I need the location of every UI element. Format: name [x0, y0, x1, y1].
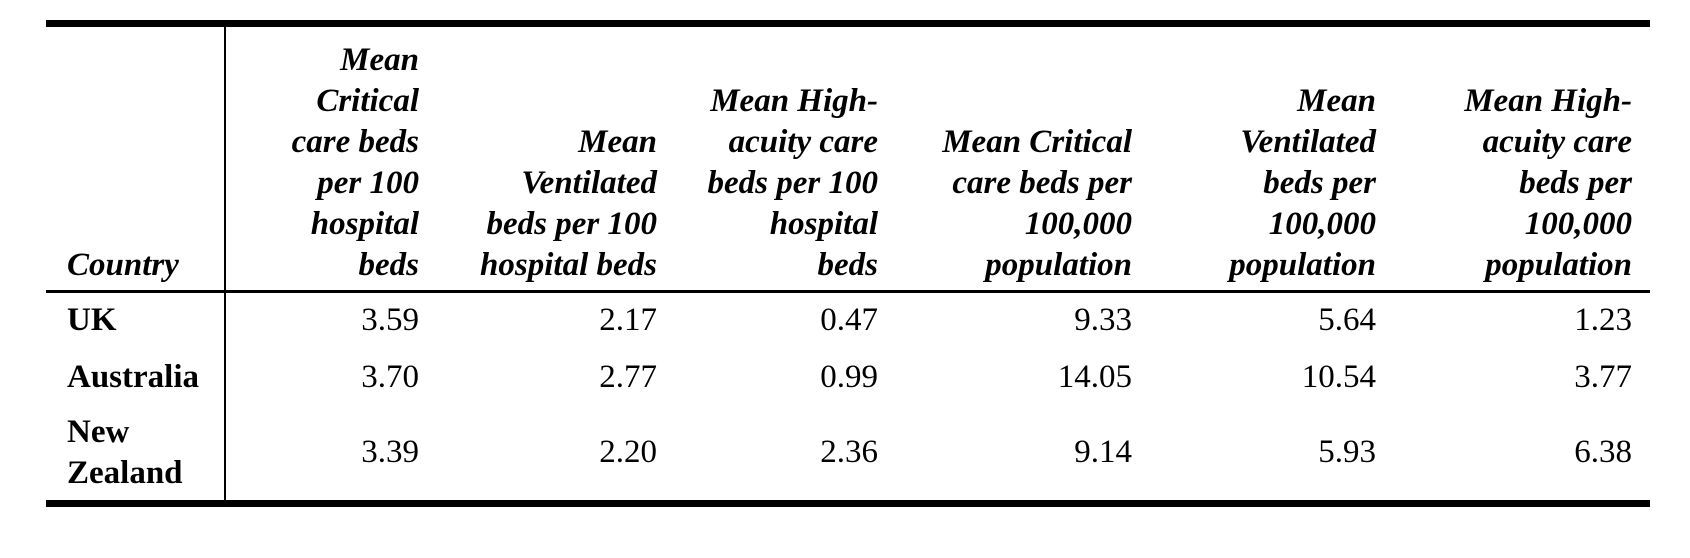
cell-nz-critical-per-100000-pop: 9.14 — [1074, 434, 1132, 471]
column-header-critical-per-100-beds: Mean Critical care beds per 100 hospital… — [225, 23, 437, 293]
table-row-new-zealand: New Zealand 3.39 2.20 2.36 9.14 5.93 6.3… — [46, 405, 1650, 504]
row-label-new-zealand: New Zealand — [46, 405, 226, 504]
cell-australia-ventilated-per-100000-pop: 10.54 — [1301, 358, 1376, 395]
cell-uk-critical-per-100000-pop: 9.33 — [1074, 302, 1132, 339]
cell-uk-ventilated-per-100000-pop: 5.64 — [1318, 302, 1376, 339]
table-row-australia: Australia 3.70 2.77 0.99 14.05 10.54 3.7… — [46, 348, 1650, 406]
cell-nz-ventilated-per-100000-pop: 5.93 — [1318, 434, 1376, 471]
cell-uk-high-acuity-per-100-beds: 0.47 — [820, 302, 878, 339]
cell-australia-high-acuity-per-100-beds: 0.99 — [820, 358, 878, 395]
cell-australia-ventilated-per-100-beds: 2.77 — [599, 358, 657, 395]
cell-australia-critical-per-100000-pop: 14.05 — [1057, 358, 1132, 395]
cell-nz-high-acuity-per-100000-pop: 6.38 — [1574, 434, 1632, 471]
cell-nz-high-acuity-per-100-beds: 2.36 — [820, 434, 878, 471]
column-header-high-acuity-per-100000-pop: Mean High- acuity care beds per 100,000 … — [1394, 23, 1650, 293]
cell-uk-critical-per-100-beds: 3.59 — [361, 302, 419, 339]
cell-australia-critical-per-100-beds: 3.70 — [361, 358, 419, 395]
column-header-country: Country — [46, 23, 226, 293]
row-label-uk: UK — [46, 291, 226, 349]
cell-australia-high-acuity-per-100000-pop: 3.77 — [1574, 358, 1632, 395]
column-header-ventilated-per-100000-pop: Mean Ventilated beds per 100,000 populat… — [1150, 23, 1394, 293]
column-header-high-acuity-per-100-beds: Mean High- acuity care beds per 100 hosp… — [675, 23, 896, 293]
cell-uk-ventilated-per-100-beds: 2.17 — [599, 302, 657, 339]
cell-nz-critical-per-100-beds: 3.39 — [361, 434, 419, 471]
cell-uk-high-acuity-per-100000-pop: 1.23 — [1574, 302, 1632, 339]
row-label-australia: Australia — [46, 348, 226, 406]
column-header-critical-per-100000-pop: Mean Critical care beds per 100,000 popu… — [896, 23, 1150, 293]
hospital-beds-table: Country Mean Critical care beds per 100 … — [46, 20, 1650, 507]
column-header-ventilated-per-100-beds: Mean Ventilated beds per 100 hospital be… — [437, 23, 675, 293]
table-row-uk: UK 3.59 2.17 0.47 9.33 5.64 1.23 — [46, 291, 1650, 349]
header-row: Country Mean Critical care beds per 100 … — [46, 23, 1650, 293]
cell-nz-ventilated-per-100-beds: 2.20 — [599, 434, 657, 471]
